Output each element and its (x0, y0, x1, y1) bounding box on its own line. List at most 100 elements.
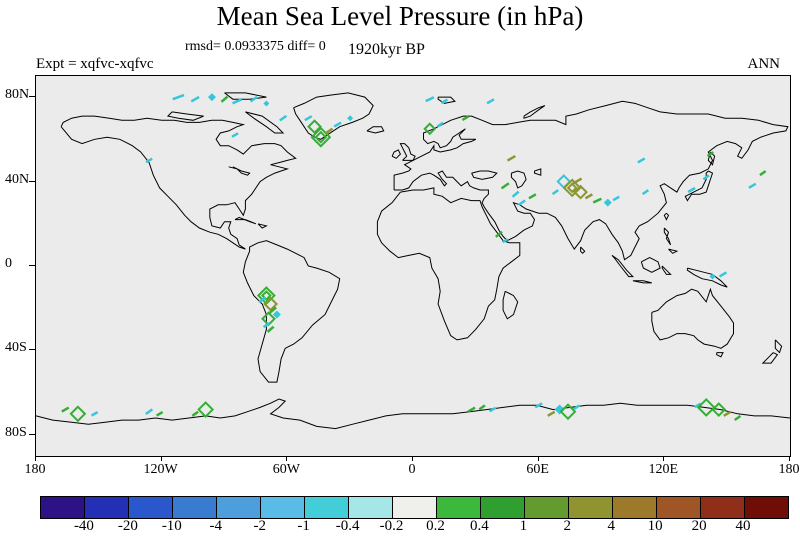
colorbar-segment (41, 497, 85, 518)
colorbar-tick-label: -2 (253, 518, 266, 534)
coastline (224, 92, 267, 100)
anomaly-dash (436, 121, 444, 128)
anomaly-diamond (559, 403, 577, 421)
anomaly-dash (612, 195, 620, 202)
lat-tick-label: 80S (5, 424, 27, 440)
anomaly-filled-diamond (347, 115, 354, 122)
anomaly-dash (172, 93, 185, 101)
lat-tick (29, 180, 35, 182)
lon-tick-label: 60W (272, 462, 300, 477)
colorbar-segment (569, 497, 613, 518)
anomaly-dash (547, 410, 556, 417)
colorbar-segment (349, 497, 393, 518)
coastline (661, 265, 672, 275)
anomaly-dash (718, 271, 728, 278)
coastline (510, 170, 527, 189)
colorbar-tick-label: -0.2 (379, 518, 404, 534)
lon-tick (286, 456, 288, 461)
coastline (36, 398, 790, 430)
lat-tick (29, 96, 35, 98)
lat-tick-label: 0 (5, 256, 12, 271)
lon-tick (412, 456, 413, 461)
anomaly-dash (517, 199, 526, 207)
coastline (393, 100, 789, 261)
anomaly-diamond (711, 402, 727, 417)
chart-title: Mean Sea Level Pressure (in hPa) (216, 1, 584, 31)
anomaly-dash (511, 190, 520, 198)
rmsd-diff-stats: rmsd= 0.0933375 diff= 0 (185, 39, 326, 54)
anomaly-diamond (310, 126, 332, 148)
anomaly-dash (461, 115, 470, 122)
coastline (663, 212, 670, 221)
experiment-label: Expt = xqfvc-xqfvc (36, 56, 154, 72)
colorbar-tick-label: -40 (73, 518, 94, 534)
colorbar-tick-label: 20 (691, 518, 707, 534)
anomaly-dash (231, 132, 239, 138)
anomaly-dash (266, 325, 275, 333)
coastline (523, 105, 546, 119)
anomaly-dash (694, 402, 702, 409)
lon-tick (35, 456, 36, 461)
anomaly-dash (304, 115, 313, 122)
coastline (663, 227, 672, 246)
colorbar-tick-label: 1 (519, 518, 528, 534)
anomaly-diamond (573, 184, 588, 200)
time-label: 1920kyr BP (348, 41, 425, 58)
coastline (399, 143, 416, 161)
anomaly-dash (501, 238, 509, 244)
anomaly-diamond (263, 296, 278, 312)
colorbar-segment (129, 497, 173, 518)
colorbar-tick-label: -4 (209, 518, 223, 534)
coastline (651, 287, 734, 349)
colorbar (40, 496, 789, 519)
colorbar-segment (85, 497, 129, 518)
coastline (366, 126, 385, 134)
anomaly-diamond (314, 130, 328, 144)
anomaly-dash (258, 296, 267, 304)
colorbar-tick-label: 0.4 (470, 518, 489, 534)
colorbar-segment (261, 497, 305, 518)
coastline (668, 248, 679, 254)
coastline (684, 170, 714, 202)
colorbar-segment (657, 497, 701, 518)
anomaly-dash (592, 197, 602, 204)
colorbar-segment (217, 497, 261, 518)
coastline (716, 352, 724, 358)
lon-tick-label: 0 (408, 462, 416, 477)
coastline (293, 92, 374, 140)
lon-tick (663, 456, 665, 461)
coastline (686, 267, 728, 288)
anomaly-dash (478, 404, 486, 411)
anomaly-dash (637, 157, 646, 164)
coastline (376, 187, 521, 341)
anomaly-dash (145, 157, 153, 164)
anomaly-dash (706, 151, 714, 158)
lat-tick (29, 265, 35, 266)
coastline (228, 166, 251, 176)
anomaly-diamond (562, 178, 582, 198)
anomaly-dash (723, 410, 732, 417)
anomaly-filled-diamond (263, 100, 270, 107)
colorbar-segment (525, 497, 569, 518)
anomaly-diamond (423, 122, 437, 136)
anomaly-dash (90, 410, 99, 417)
colorbar-tick-label: -20 (117, 518, 138, 534)
anomaly-diamond (197, 401, 215, 418)
lat-tick (29, 433, 35, 435)
anomaly-dash (325, 127, 334, 135)
coastline (707, 151, 716, 166)
anomaly-dash (702, 174, 710, 181)
lon-tick-label: 60E (526, 462, 549, 477)
anomaly-dash (333, 121, 342, 128)
anomaly-dash (268, 306, 277, 315)
anomaly-filled-diamond (709, 273, 716, 280)
anomaly-diamond (69, 405, 87, 423)
anomaly-dash (687, 186, 696, 194)
anomaly-dash (500, 182, 510, 190)
colorbar-tick-label: -1 (297, 518, 310, 534)
anomaly-dash (191, 410, 199, 417)
lat-tick (29, 349, 35, 351)
colorbar-segment (701, 497, 745, 518)
coastline (640, 257, 661, 273)
colorbar-segment (393, 497, 437, 518)
